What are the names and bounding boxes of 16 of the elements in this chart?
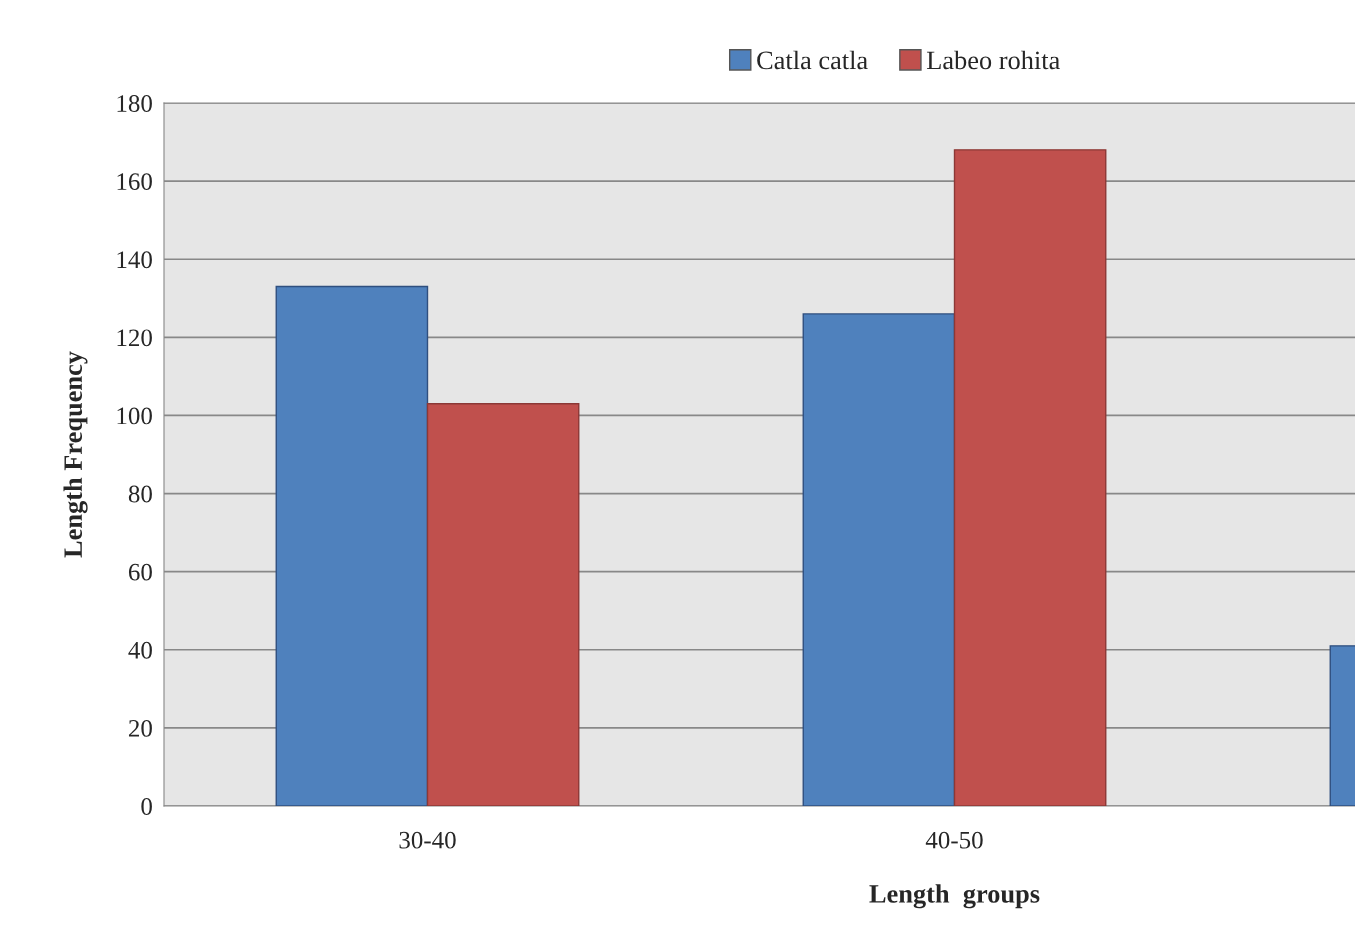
y-tick-label: 160 [117, 173, 152, 191]
y-tick-label: 180 [117, 95, 152, 112]
x-tick-label: 30-40 [399, 831, 456, 849]
y-tick-label: 120 [117, 329, 152, 347]
legend-label: Catla catla [757, 50, 868, 70]
legend-label: Labeo rohita [926, 50, 1060, 70]
y-axis-title: Length Frequency [63, 351, 88, 558]
y-tick-label: 20 [128, 719, 152, 737]
y-tick-label: 0 [141, 798, 152, 815]
y-tick-label: 80 [128, 485, 152, 503]
x-tick-label: 40-50 [925, 831, 983, 849]
y-tick-label: 60 [128, 563, 152, 581]
y-tick-label: 100 [117, 407, 152, 425]
y-tick-label: 40 [128, 641, 152, 659]
y-tick-label: 140 [117, 251, 152, 269]
x-axis-title: Length groups [869, 884, 1040, 909]
